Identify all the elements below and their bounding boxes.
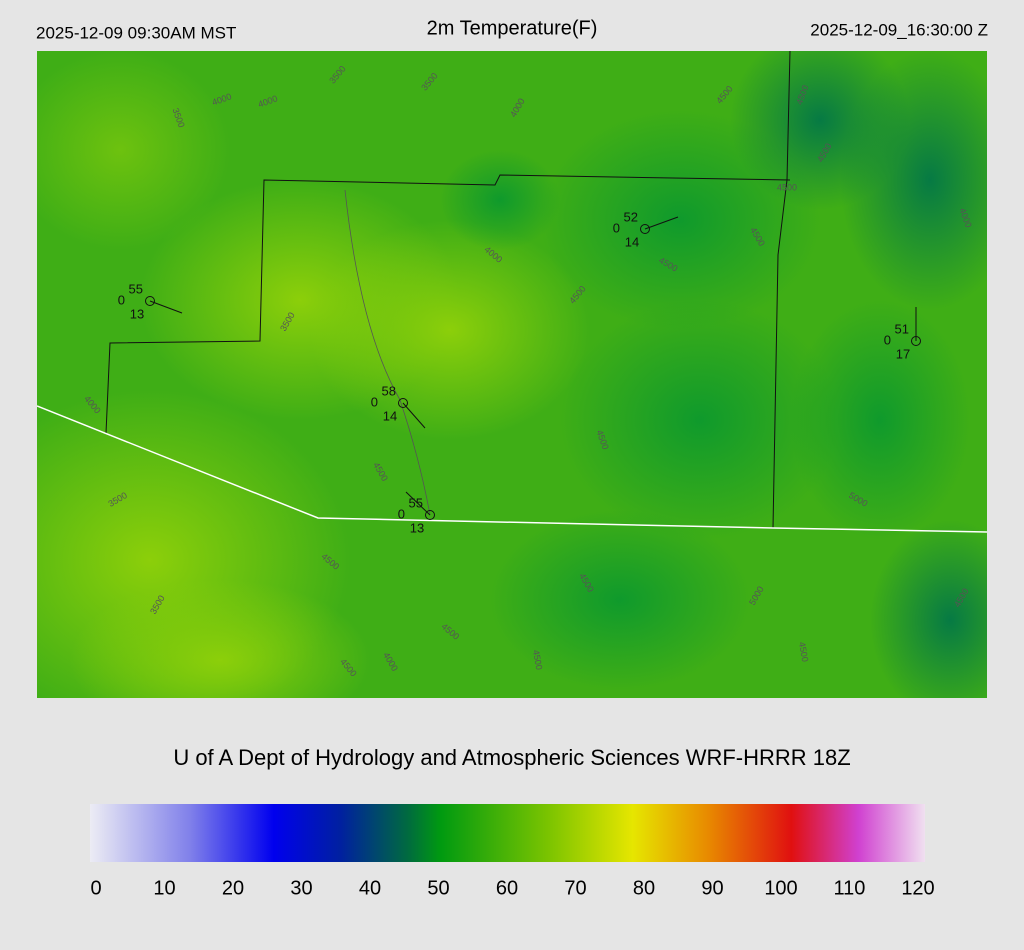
header-right: 2025-12-09_16:30:00 Z	[810, 20, 988, 39]
colorbar-tick-label: 80	[633, 877, 655, 899]
wind-barb	[405, 491, 431, 516]
temperature: 52	[624, 209, 638, 224]
header-left: 2025-12-09 09:30AM MST	[36, 23, 236, 42]
colorbar-tick-label: 30	[290, 877, 312, 899]
colorbar-tick-label: 90	[701, 877, 723, 899]
station-value: 13	[410, 520, 424, 535]
colorbar-tick-label: 0	[90, 877, 101, 899]
temperature: 55	[409, 495, 423, 510]
colorbar-tick-label: 70	[564, 877, 586, 899]
station-value: 14	[383, 408, 397, 423]
station	[911, 336, 921, 346]
temperature: 58	[382, 383, 396, 398]
station-value: 13	[130, 306, 144, 321]
temperature: 55	[129, 281, 143, 296]
station	[145, 296, 155, 306]
contour-label: 4500	[797, 641, 810, 662]
wind-barb	[644, 216, 679, 230]
wind-barb	[149, 300, 183, 314]
station	[398, 398, 408, 408]
colorbar-tick-label: 100	[764, 877, 797, 899]
map-title: 2m Temperature(F)	[427, 17, 598, 39]
station-value: 17	[896, 346, 910, 361]
station	[640, 224, 650, 234]
colorbar-tick-label: 40	[359, 877, 381, 899]
colorbar-tick-label: 50	[427, 877, 449, 899]
wind-barb	[402, 402, 426, 429]
colorbar-tick-label: 10	[153, 877, 175, 899]
map	[37, 51, 987, 698]
colorbar-tick-label: 20	[222, 877, 244, 899]
colorbar-tick-label: 120	[901, 877, 934, 899]
station-value: 14	[625, 234, 639, 249]
dewpoint: 0	[371, 394, 378, 409]
colorbar-tick-label: 110	[834, 877, 866, 899]
temperature: 51	[895, 321, 909, 336]
contour-label: 4500	[777, 182, 797, 192]
dewpoint: 0	[884, 332, 891, 347]
dewpoint: 0	[613, 220, 620, 235]
dewpoint: 0	[398, 506, 405, 521]
contour-label: 4500	[531, 649, 544, 670]
colorbar	[90, 804, 925, 862]
colorbar-tick-label: 60	[496, 877, 518, 899]
dewpoint: 0	[118, 292, 125, 307]
footer: U of A Dept of Hydrology and Atmospheric…	[173, 745, 850, 770]
station	[425, 510, 435, 520]
